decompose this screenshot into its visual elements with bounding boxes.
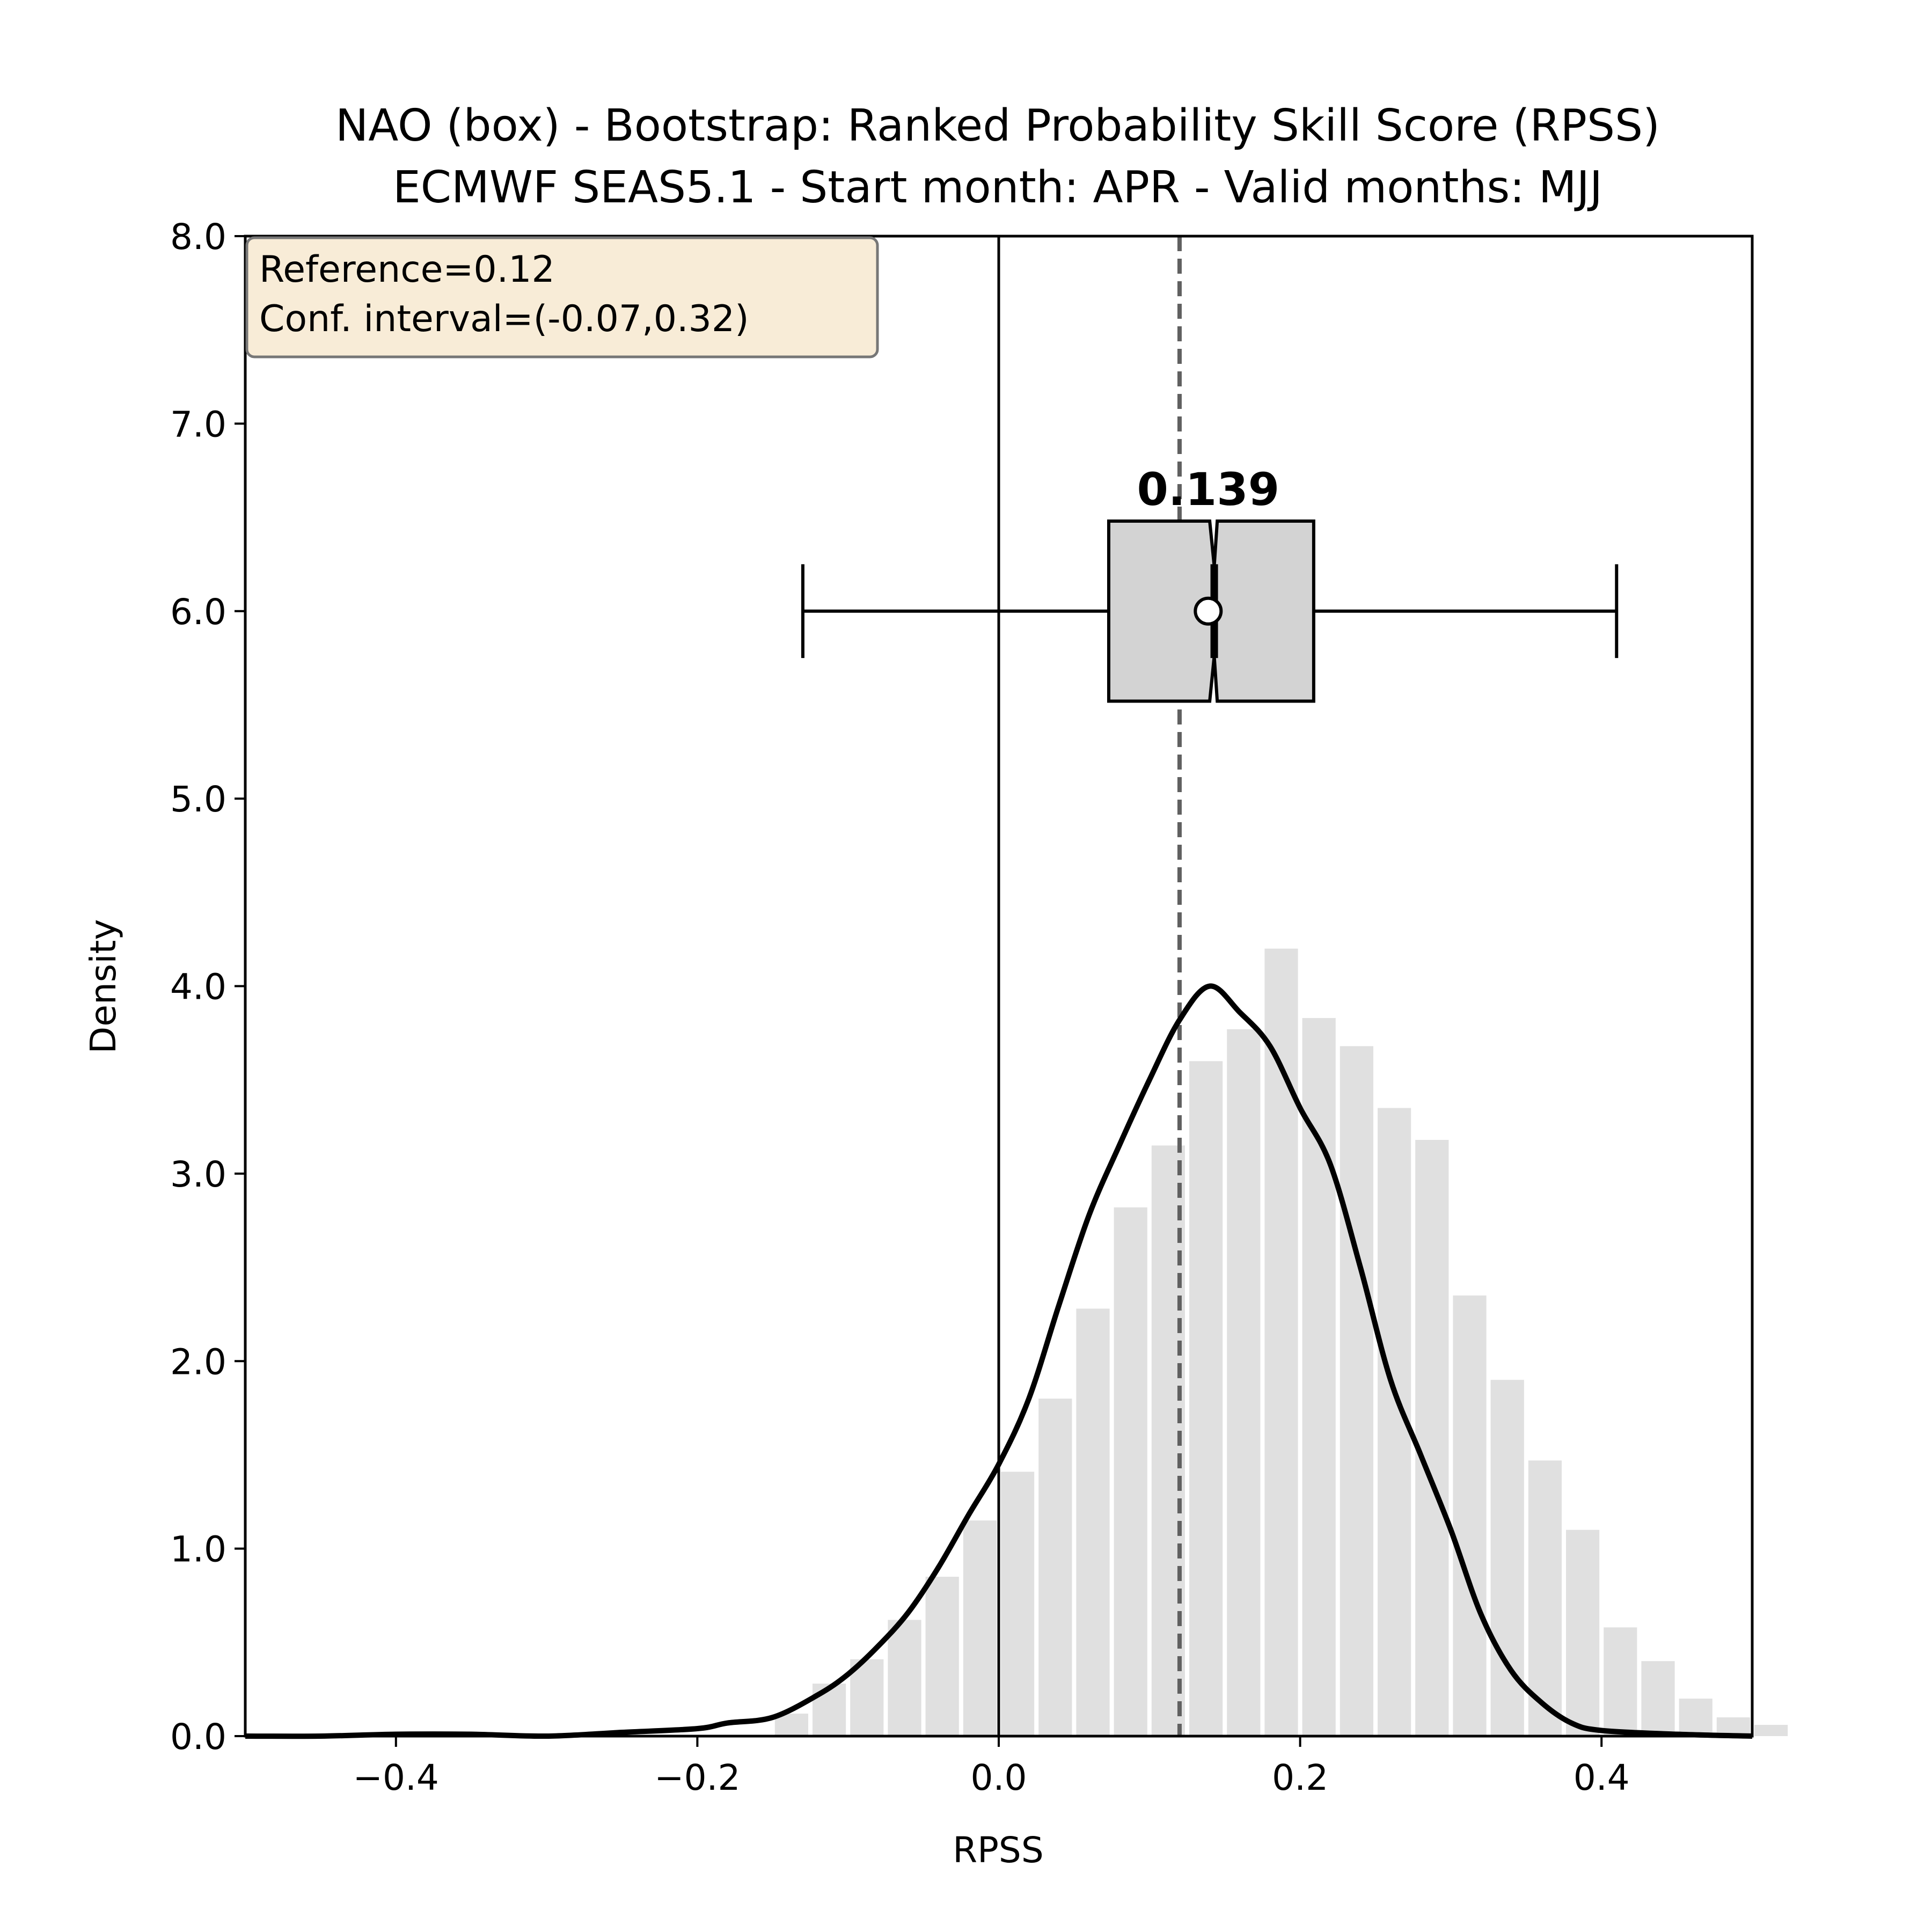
histogram-bar xyxy=(1264,948,1298,1736)
y-tick-label: 5.0 xyxy=(170,779,226,820)
density-curve xyxy=(245,983,1753,1739)
histogram-bar xyxy=(1641,1661,1675,1736)
histogram-bar xyxy=(1227,1029,1261,1736)
histogram-bar xyxy=(1114,1207,1147,1736)
y-tick-label: 1.0 xyxy=(170,1529,226,1570)
histogram-bar xyxy=(1189,1061,1223,1736)
histogram-bar xyxy=(963,1520,997,1736)
histogram-bar xyxy=(1001,1472,1035,1736)
histogram-bar xyxy=(1453,1295,1487,1736)
x-axis-ticks: −0.4 −0.2 0.0 0.2 0.4 xyxy=(353,1736,1630,1798)
histogram-bar xyxy=(1679,1699,1713,1736)
y-tick-label: 0.0 xyxy=(170,1716,226,1758)
chart-subtitle: ECMWF SEAS5.1 - Start month: APR - Valid… xyxy=(393,162,1602,213)
histogram-bar xyxy=(1604,1627,1637,1736)
reference-lines xyxy=(997,236,1182,1736)
histogram-bar xyxy=(888,1620,921,1736)
histogram-bar xyxy=(1754,1725,1788,1736)
info-box-background xyxy=(245,236,879,358)
histogram-bar xyxy=(1415,1139,1449,1736)
histogram-bar xyxy=(1528,1460,1562,1736)
histogram-bar xyxy=(1340,1046,1373,1736)
histogram-bar xyxy=(1076,1308,1110,1736)
histogram xyxy=(774,948,1788,1736)
x-axis-label: RPSS xyxy=(953,1829,1043,1871)
boxplot-median-label: 0.139 xyxy=(1137,463,1279,516)
y-tick-label: 3.0 xyxy=(170,1154,226,1195)
info-reference-text: Reference=0.12 xyxy=(259,248,555,291)
y-axis-label: Density xyxy=(83,919,124,1054)
chart-title: NAO (box) - Bootstrap: Ranked Probabilit… xyxy=(335,100,1660,151)
y-tick-label: 2.0 xyxy=(170,1341,226,1382)
histogram-bar xyxy=(1566,1529,1600,1736)
y-tick-label: 7.0 xyxy=(170,404,226,445)
info-box: Reference=0.12 Conf. interval=(-0.07,0.3… xyxy=(245,236,879,358)
info-conf-interval-text: Conf. interval=(-0.07,0.32) xyxy=(259,298,749,340)
boxplot: 0.139 xyxy=(801,463,1619,703)
histogram-bar xyxy=(850,1659,884,1736)
y-tick-label: 6.0 xyxy=(170,591,226,633)
x-tick-label: 0.4 xyxy=(1574,1757,1630,1798)
x-tick-label: −0.2 xyxy=(654,1757,740,1798)
y-axis-ticks: 0.0 1.0 2.0 3.0 4.0 5.0 6.0 7.0 8.0 xyxy=(170,216,245,1758)
x-tick-label: 0.2 xyxy=(1272,1757,1328,1798)
y-tick-label: 8.0 xyxy=(170,216,226,258)
boxplot-mean-marker xyxy=(1194,596,1223,626)
kde-curve xyxy=(245,983,1753,1739)
x-tick-label: 0.0 xyxy=(971,1757,1027,1798)
x-tick-label: −0.4 xyxy=(353,1757,439,1798)
histogram-bar xyxy=(1038,1399,1072,1736)
y-tick-label: 4.0 xyxy=(170,967,226,1008)
histogram-bar xyxy=(925,1577,959,1736)
histogram-bar xyxy=(813,1684,846,1736)
